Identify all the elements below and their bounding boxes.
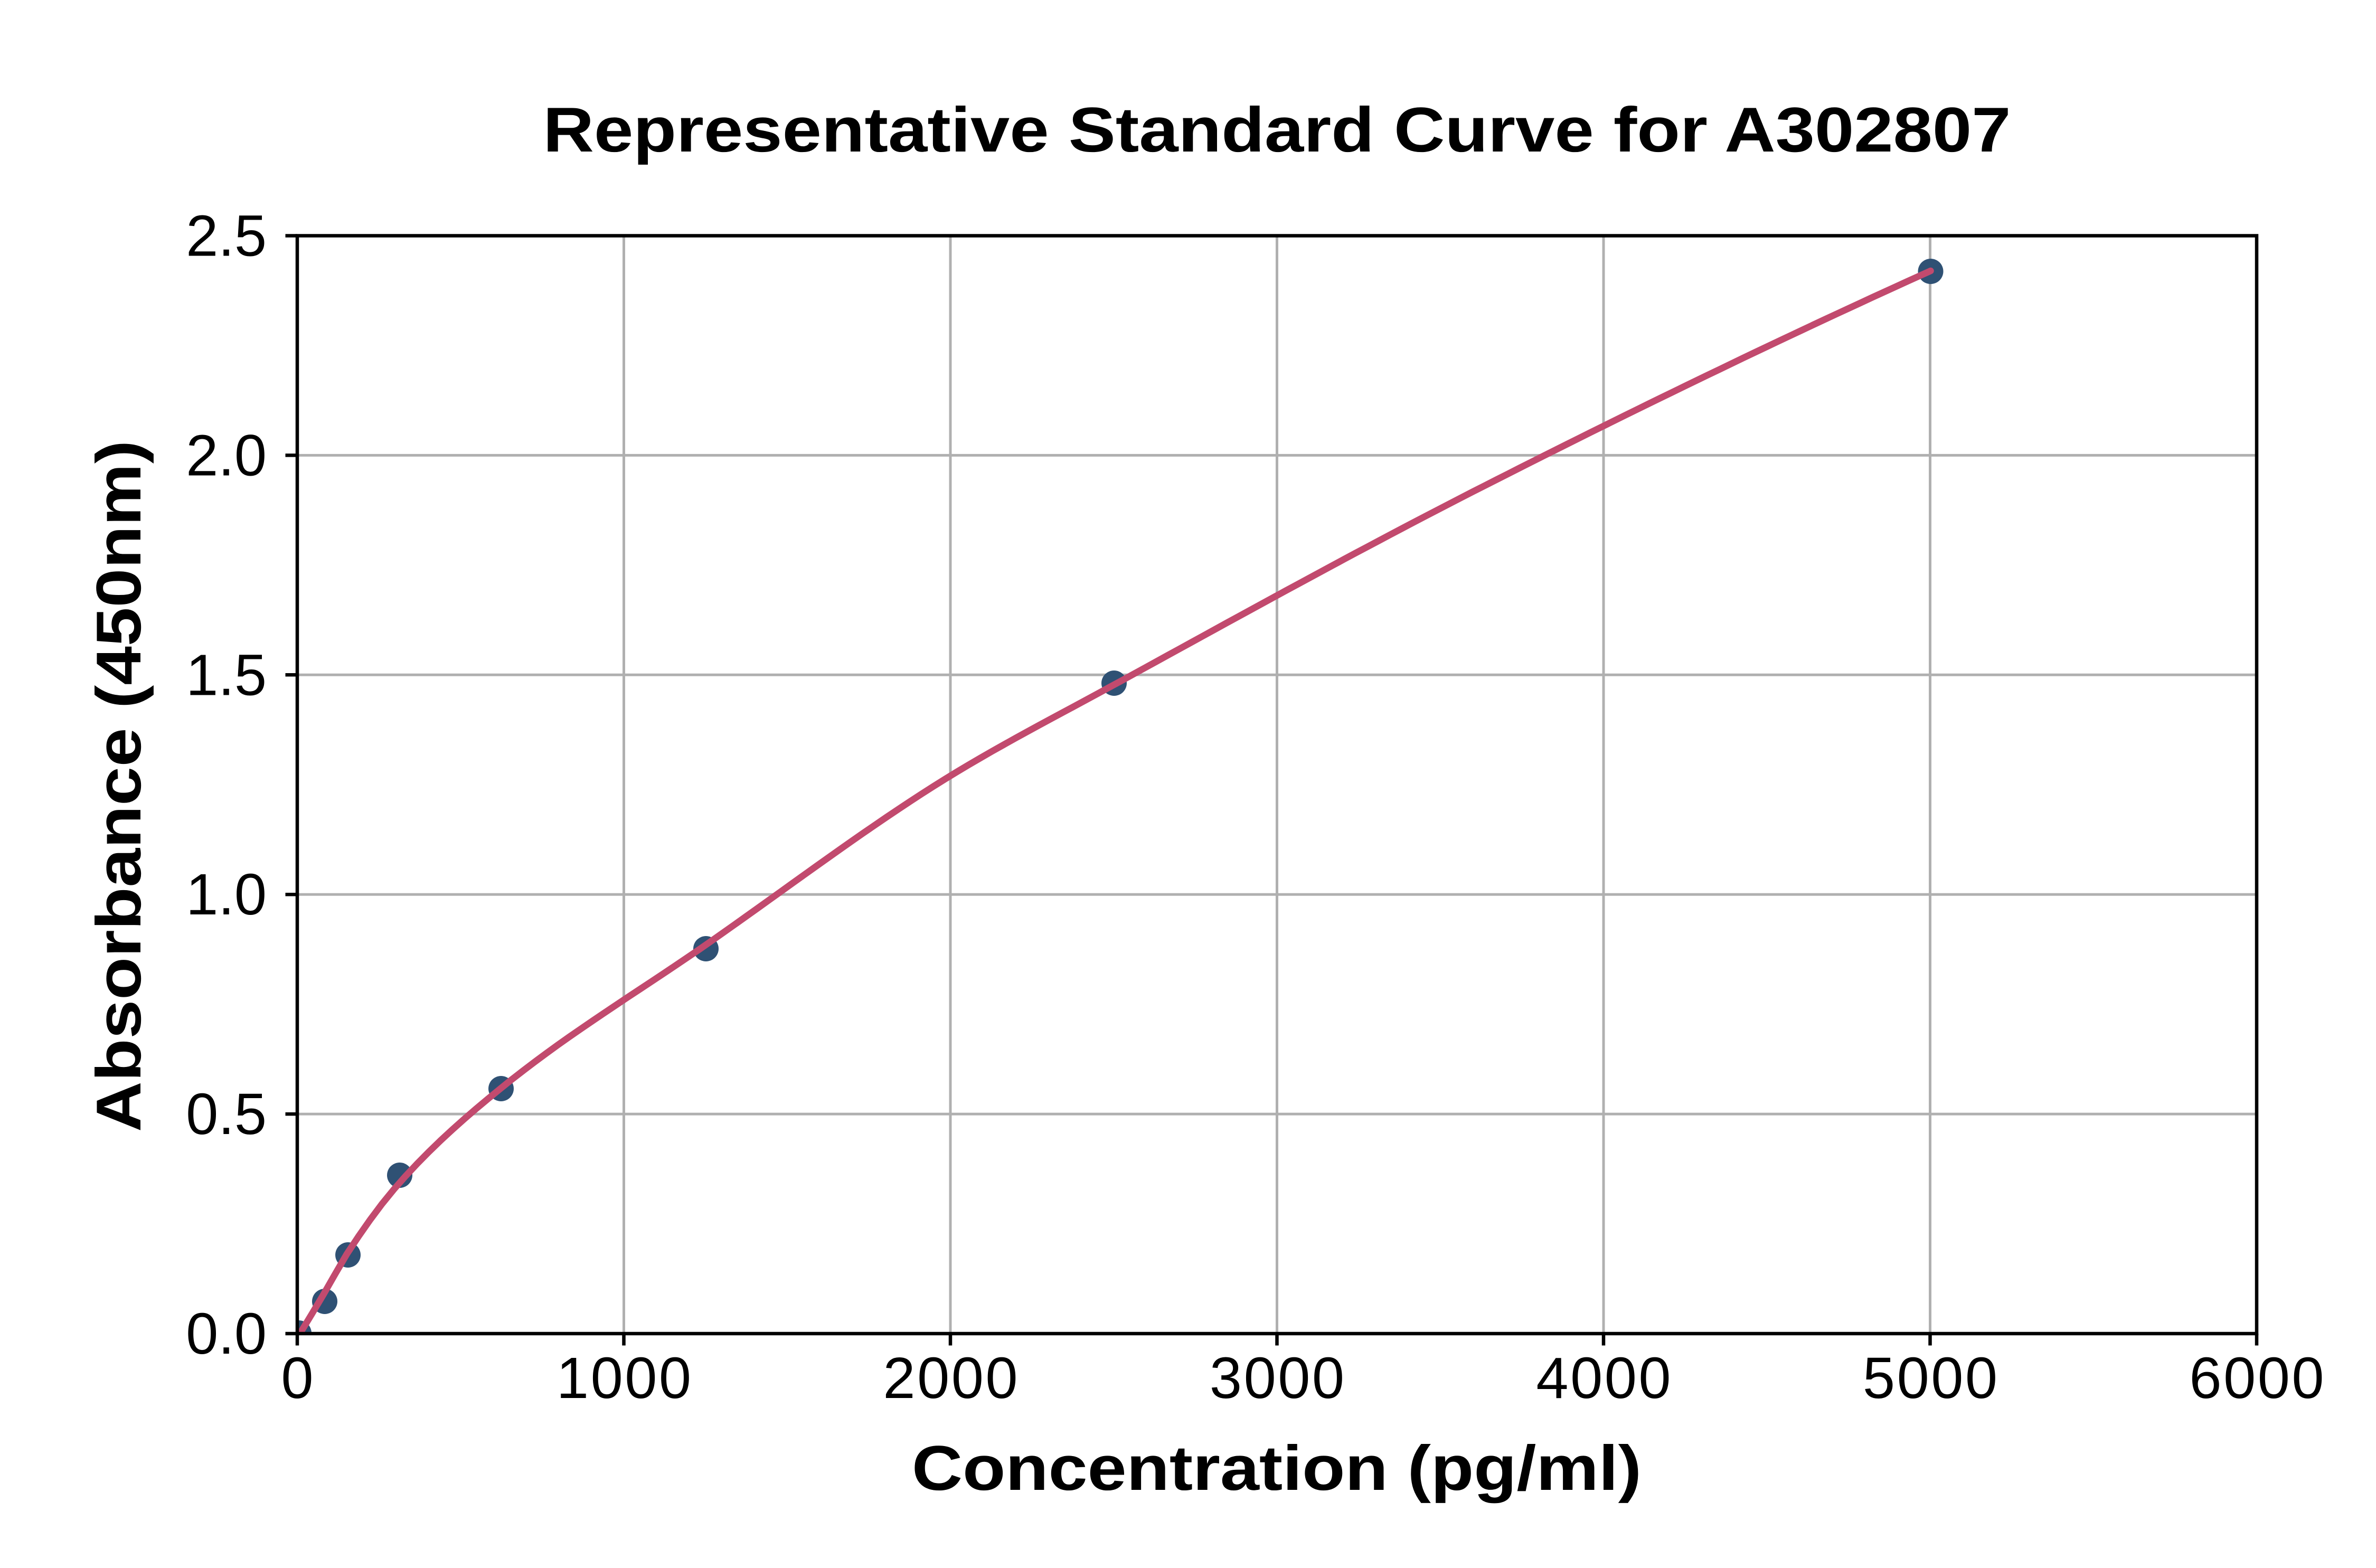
svg-text:5000: 5000 — [1863, 1346, 2000, 1411]
svg-text:2000: 2000 — [883, 1346, 1020, 1411]
svg-text:1.0: 1.0 — [186, 862, 267, 927]
svg-text:1000: 1000 — [557, 1346, 693, 1411]
svg-text:0: 0 — [281, 1346, 315, 1411]
svg-text:4000: 4000 — [1536, 1346, 1673, 1411]
svg-text:6000: 6000 — [2189, 1346, 2326, 1411]
svg-text:Representative Standard Curve: Representative Standard Curve for A30280… — [543, 95, 2011, 165]
svg-text:Absorbance (450nm): Absorbance (450nm) — [83, 440, 154, 1132]
svg-text:Concentration (pg/ml): Concentration (pg/ml) — [912, 1433, 1642, 1504]
svg-text:3000: 3000 — [1210, 1346, 1346, 1411]
svg-text:0.0: 0.0 — [186, 1301, 267, 1366]
svg-text:0.5: 0.5 — [186, 1082, 267, 1147]
svg-text:2.5: 2.5 — [186, 204, 267, 269]
svg-text:1.5: 1.5 — [186, 643, 267, 707]
svg-text:2.0: 2.0 — [186, 423, 267, 488]
